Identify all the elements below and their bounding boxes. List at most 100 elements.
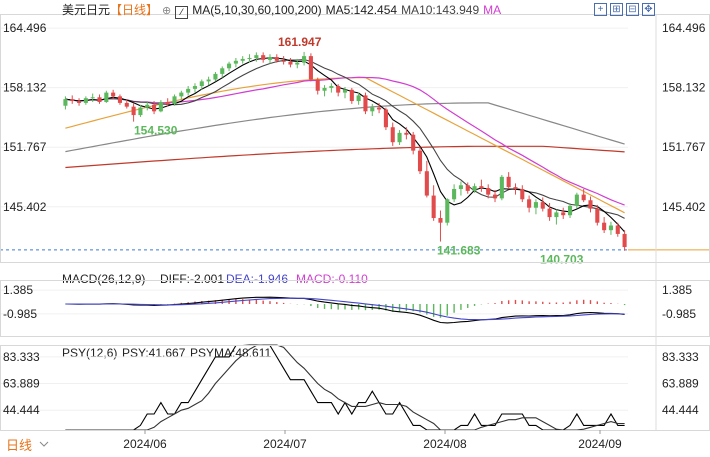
candle-body: [97, 97, 102, 102]
zoom-in-icon[interactable]: ⊞: [610, 3, 623, 16]
candle-body: [152, 104, 157, 112]
psy-tick-right: 83.333: [662, 350, 699, 364]
candle-body: [145, 104, 150, 108]
crosshair-icon[interactable]: +: [594, 3, 607, 16]
candle-body: [581, 194, 586, 201]
candle-body: [404, 132, 409, 135]
gear-icon[interactable]: ⊕: [162, 5, 172, 17]
candle-body: [254, 55, 259, 58]
candle-body: [77, 101, 82, 103]
move-icon[interactable]: ✥: [642, 3, 655, 16]
psy-tick-right: 44.444: [662, 403, 699, 417]
candle-body: [83, 98, 88, 103]
candle-body: [227, 63, 232, 69]
macd-tick-right: 1.385: [662, 283, 692, 297]
candle-body: [438, 218, 443, 223]
candle-body: [554, 212, 559, 218]
candle-body: [186, 88, 191, 93]
candle-body: [247, 57, 252, 59]
candle-body: [240, 58, 245, 61]
candle-body: [63, 99, 68, 106]
price-tick-left: 145.402: [3, 200, 47, 214]
candle-body: [315, 79, 320, 91]
x-tick-label: 2024/07: [263, 437, 307, 451]
psy-title: PSY(12,6): [62, 346, 117, 360]
chevron-down-icon: [39, 441, 49, 447]
price-tick-left: 158.132: [3, 81, 47, 95]
candle-body: [567, 205, 573, 216]
psy-tick-right: 63.889: [662, 377, 699, 391]
candle-body: [288, 61, 293, 65]
period-label[interactable]: 【日线】: [110, 3, 159, 17]
candle-body: [70, 99, 75, 102]
price-annotation: 154.530: [134, 123, 178, 137]
candle-body: [274, 57, 279, 61]
candle-body: [458, 185, 463, 190]
candle-body: [363, 95, 368, 112]
macd-tick-right: -0.985: [662, 307, 696, 321]
price-tick-left: 151.767: [3, 140, 47, 154]
candle-body: [452, 189, 457, 200]
candle-body: [370, 107, 375, 112]
candle-body: [424, 171, 429, 196]
macd-dea-label: DEA:-1.946: [226, 272, 288, 286]
ma-toggle-icon[interactable]: ⁄: [175, 6, 189, 19]
candle-body: [547, 208, 552, 218]
candle-body: [595, 208, 600, 223]
ma100-line: [65, 102, 625, 153]
candle-body: [356, 95, 361, 102]
candle-body: [329, 86, 334, 88]
candle-body: [261, 55, 266, 60]
psy-value-label: PSY:41.667: [122, 346, 186, 360]
macd-tick-left: 1.385: [3, 283, 33, 297]
panel-frame: [0, 280, 710, 337]
candle-body: [281, 60, 286, 62]
macd-diff-label: DIFF:-2.001: [160, 272, 224, 286]
candle-body: [492, 194, 498, 199]
psy-tick-left: 44.444: [3, 403, 40, 417]
price-tick-right: 151.767: [662, 140, 706, 154]
price-tick-right: 145.402: [662, 200, 706, 214]
candle-body: [295, 62, 300, 65]
candle-body: [199, 81, 204, 87]
price-annotation: 141.683: [437, 244, 481, 258]
zoom-out-icon[interactable]: ⊟: [626, 3, 639, 16]
candle-body: [608, 225, 613, 231]
candle-body: [397, 132, 402, 143]
candle-body: [527, 199, 532, 208]
x-tick-label: 2024/08: [423, 437, 467, 451]
macd-diff-line: [65, 296, 625, 324]
price-tick-left: 164.496: [3, 21, 47, 35]
candle-body: [131, 106, 136, 116]
candle-body: [479, 186, 484, 189]
candle-body: [206, 79, 211, 82]
candle-body: [465, 185, 470, 191]
ma5-value: MA5:142.454: [325, 3, 398, 17]
candle-body: [390, 127, 395, 143]
candle-body: [104, 92, 109, 102]
candle-body: [615, 225, 620, 234]
candle-body: [172, 96, 177, 104]
price-tick-right: 164.496: [662, 21, 706, 35]
psy-tick-left: 83.333: [3, 350, 40, 364]
candle-body: [602, 222, 607, 231]
candle-body: [233, 60, 238, 64]
chart-header: 美元日元【日线】 ⊕ ⁄ MA(5,10,30,60,100,200) MA5:142.…: [0, 0, 710, 20]
price-annotation: 140.703: [540, 253, 584, 267]
candle-body: [411, 134, 416, 151]
candle-body: [117, 96, 123, 103]
candle-body: [513, 187, 518, 190]
candle-body: [308, 56, 313, 80]
ma10-line: [65, 58, 625, 219]
candle-body: [165, 101, 170, 104]
candle-body: [138, 107, 143, 116]
candle-body: [342, 89, 348, 93]
candle-body: [267, 57, 273, 60]
candle-body: [302, 56, 307, 63]
candle-body: [472, 186, 477, 191]
price-annotation: 161.947: [278, 35, 322, 49]
candle-body: [336, 86, 341, 93]
candle-body: [506, 176, 511, 188]
candle-body: [417, 150, 423, 172]
